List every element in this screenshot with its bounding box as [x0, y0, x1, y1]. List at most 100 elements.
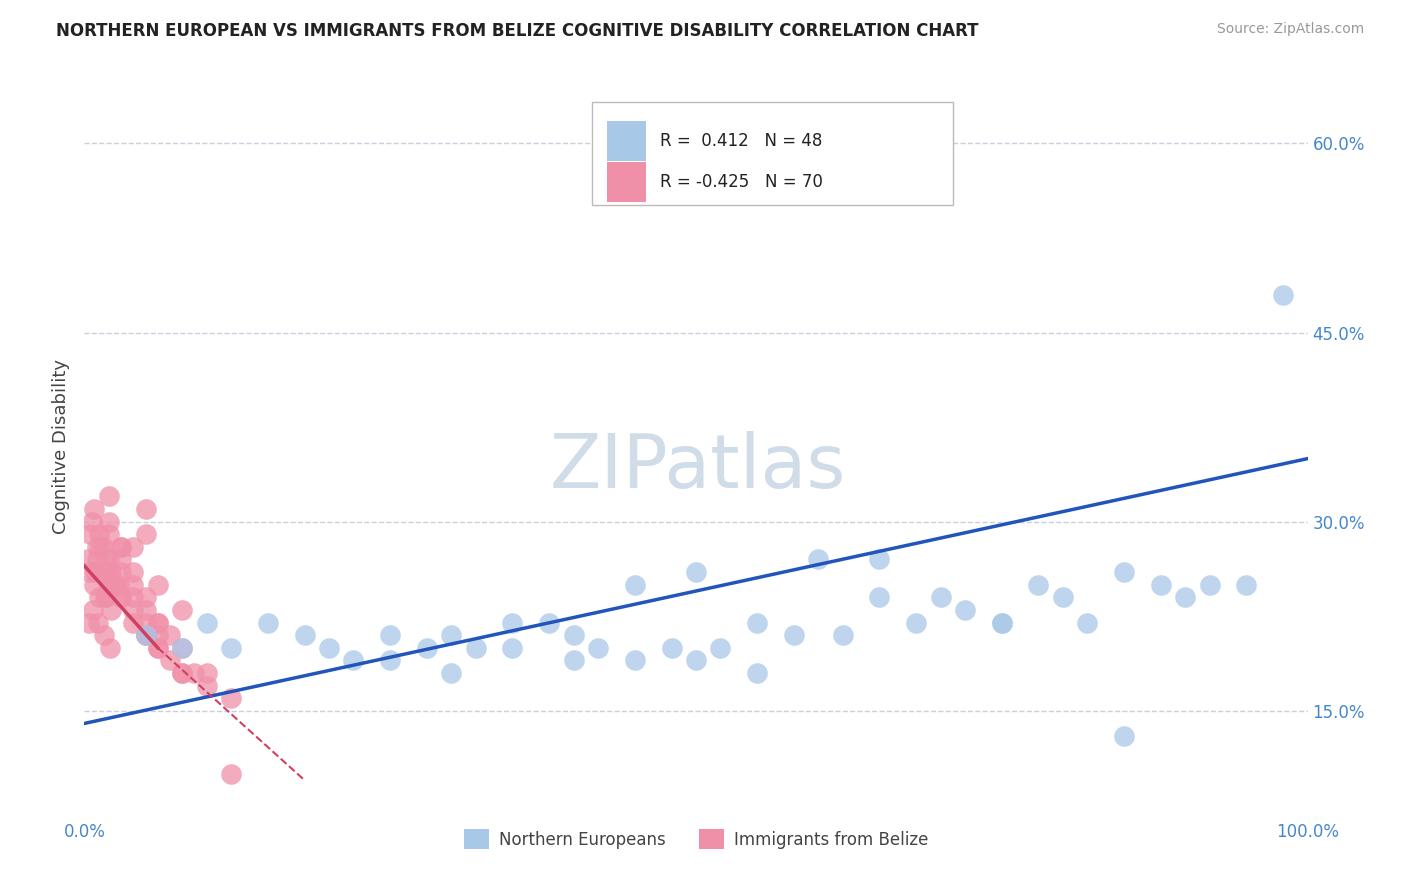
Point	[77, 552, 100, 566]
Point	[135, 527, 157, 541]
Point	[661, 640, 683, 655]
Point	[135, 591, 157, 605]
Point	[440, 628, 463, 642]
Point	[97, 527, 120, 541]
Point	[991, 615, 1014, 630]
Point	[586, 640, 609, 655]
Point	[87, 615, 110, 630]
Point	[97, 490, 120, 504]
Point	[98, 640, 121, 655]
Point	[122, 578, 145, 592]
Point	[122, 591, 145, 605]
Point	[122, 615, 145, 630]
Point	[195, 679, 218, 693]
Point	[89, 540, 111, 554]
Point	[172, 665, 194, 680]
Point	[110, 565, 132, 579]
Point	[146, 615, 169, 630]
Point	[624, 578, 647, 592]
FancyBboxPatch shape	[606, 162, 645, 202]
Point	[135, 502, 157, 516]
Point	[342, 653, 364, 667]
Point	[219, 640, 242, 655]
Point	[172, 665, 194, 680]
Point	[80, 515, 103, 529]
Point	[135, 628, 157, 642]
Point	[79, 527, 101, 541]
Point	[869, 591, 891, 605]
Point	[195, 665, 218, 680]
FancyBboxPatch shape	[606, 121, 645, 161]
Point	[135, 615, 157, 630]
Point	[219, 691, 242, 706]
Point	[110, 591, 132, 605]
Point	[172, 603, 194, 617]
Point	[747, 615, 769, 630]
Point	[97, 552, 120, 566]
Point	[135, 628, 157, 642]
Point	[440, 665, 463, 680]
Point	[100, 603, 122, 617]
Point	[783, 628, 806, 642]
Point	[159, 628, 181, 642]
Point	[104, 578, 127, 592]
Point	[97, 515, 120, 529]
Legend: Northern Europeans, Immigrants from Belize: Northern Europeans, Immigrants from Beli…	[457, 822, 935, 856]
Point	[1114, 729, 1136, 743]
Point	[1236, 578, 1258, 592]
Point	[624, 653, 647, 667]
Point	[257, 615, 280, 630]
Point	[87, 527, 110, 541]
Point	[122, 603, 145, 617]
Point	[86, 552, 108, 566]
Point	[77, 615, 100, 630]
Point	[991, 615, 1014, 630]
Point	[135, 603, 157, 617]
Point	[97, 578, 120, 592]
Point	[110, 540, 132, 554]
Point	[869, 552, 891, 566]
Point	[110, 591, 132, 605]
Point	[93, 628, 115, 642]
Point	[502, 615, 524, 630]
Text: R = -0.425   N = 70: R = -0.425 N = 70	[661, 173, 824, 191]
Point	[94, 591, 117, 605]
Point	[97, 578, 120, 592]
Point	[91, 565, 114, 579]
Text: Source: ZipAtlas.com: Source: ZipAtlas.com	[1216, 22, 1364, 37]
Point	[82, 603, 104, 617]
Point	[83, 502, 105, 516]
Point	[107, 578, 129, 592]
Point	[87, 591, 110, 605]
Point	[79, 565, 101, 579]
Point	[1198, 578, 1220, 592]
Point	[709, 640, 731, 655]
Point	[294, 628, 316, 642]
Point	[905, 615, 928, 630]
Point	[464, 640, 486, 655]
Point	[172, 640, 194, 655]
Point	[172, 640, 194, 655]
Point	[562, 628, 585, 642]
Point	[380, 628, 402, 642]
Point	[86, 540, 108, 554]
Point	[146, 615, 169, 630]
Point	[91, 540, 114, 554]
Point	[538, 615, 561, 630]
Point	[183, 665, 205, 680]
Point	[953, 603, 976, 617]
Point	[146, 578, 169, 592]
Point	[96, 591, 118, 605]
Point	[122, 540, 145, 554]
Point	[195, 615, 218, 630]
Point	[562, 653, 585, 667]
Point	[135, 628, 157, 642]
Point	[159, 653, 181, 667]
Text: NORTHERN EUROPEAN VS IMMIGRANTS FROM BELIZE COGNITIVE DISABILITY CORRELATION CHA: NORTHERN EUROPEAN VS IMMIGRANTS FROM BEL…	[56, 22, 979, 40]
Point	[831, 628, 853, 642]
Point	[146, 640, 169, 655]
Point	[1052, 591, 1074, 605]
Point	[416, 640, 439, 655]
Point	[104, 578, 127, 592]
FancyBboxPatch shape	[592, 103, 953, 204]
